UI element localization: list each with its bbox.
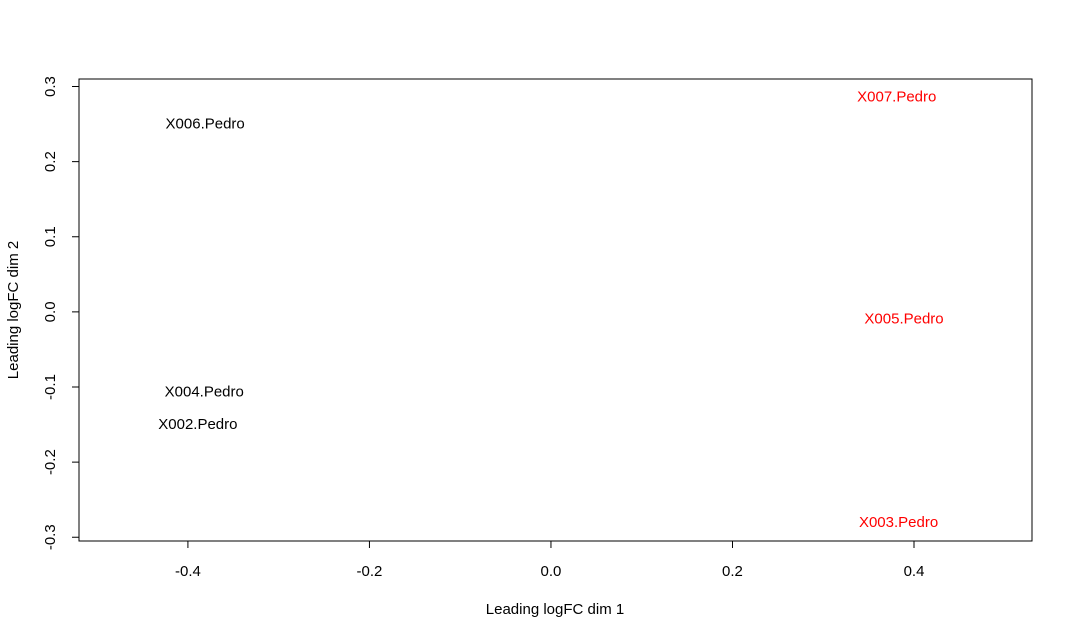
x-tick-label: -0.4 (175, 563, 201, 580)
x-axis-label: Leading logFC dim 1 (486, 601, 624, 618)
y-tick-label: 0.0 (42, 301, 59, 322)
point-label: X007.Pedro (857, 88, 936, 105)
x-tick-label: -0.2 (357, 563, 383, 580)
y-tick-label: -0.2 (42, 449, 59, 475)
y-tick-label: 0.3 (42, 76, 59, 97)
y-tick-label: 0.1 (42, 226, 59, 247)
y-tick-label: -0.3 (42, 524, 59, 550)
point-label: X005.Pedro (864, 311, 943, 328)
y-tick-label: 0.2 (42, 151, 59, 172)
point-label: X003.Pedro (859, 514, 938, 531)
point-label: X006.Pedro (166, 115, 245, 132)
x-tick-label: 0.4 (904, 563, 925, 580)
x-tick-label: 0.0 (541, 563, 562, 580)
y-tick-label: -0.1 (42, 374, 59, 400)
data-points: X006.Pedro X004.Pedro X002.Pedro X007.Pedro… (158, 88, 943, 531)
x-axis: -0.4 -0.2 0.0 0.2 0.4 (175, 540, 925, 580)
x-tick-label: 0.2 (722, 563, 743, 580)
y-axis: -0.3 -0.2 -0.1 0.0 0.1 0.2 0.3 (42, 76, 80, 550)
y-axis-label: Leading logFC dim 2 (5, 241, 22, 379)
point-label: X004.Pedro (165, 384, 244, 401)
point-label: X002.Pedro (158, 416, 237, 433)
